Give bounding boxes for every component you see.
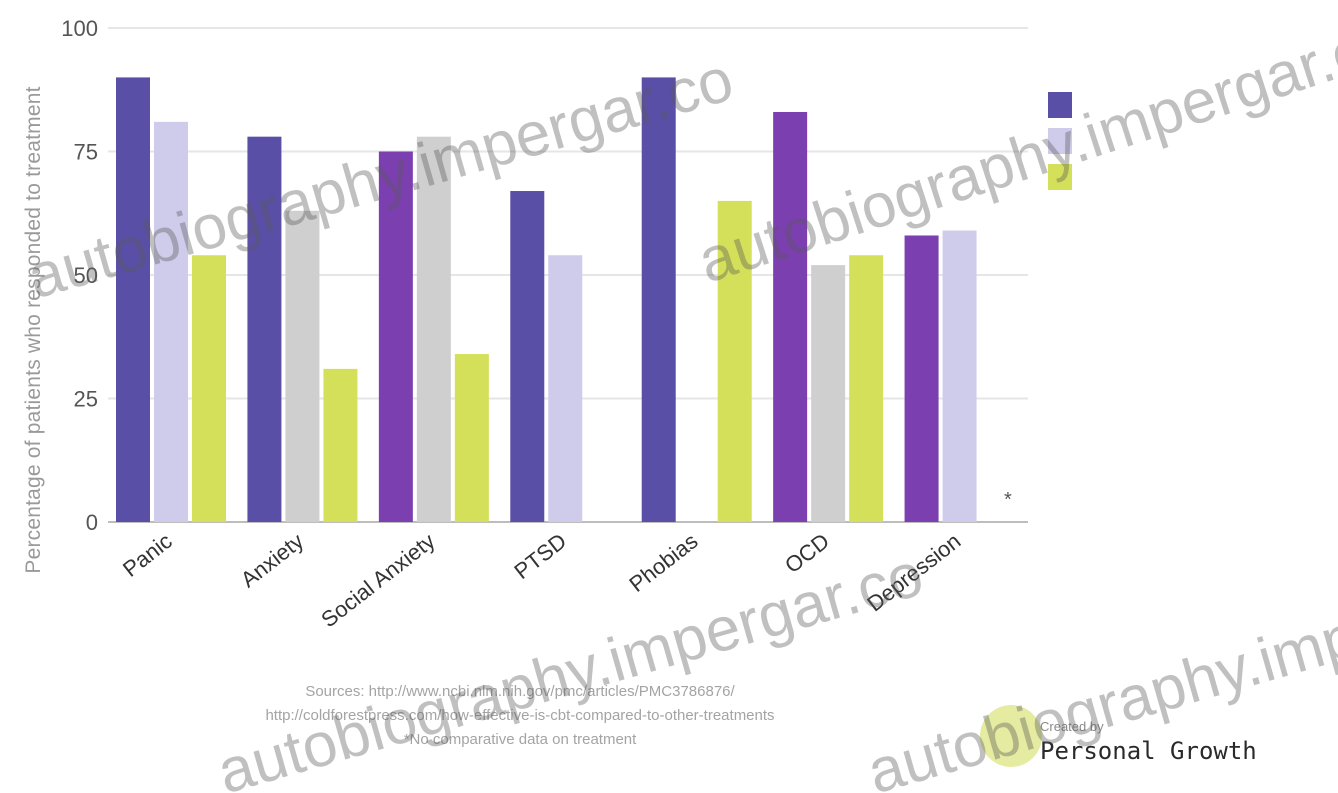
bar-panic-series-1 [116,77,150,523]
bar-anxiety-series-3 [323,368,358,522]
y-tick-labels: 0 25 50 75 100 [61,16,98,535]
x-tick-label: Panic [118,528,177,582]
bar-ptsd-series-1 [510,191,545,522]
bar-social-anxiety-series-2 [416,136,451,522]
brand-logo-icon [980,705,1042,767]
y-tick-label: 50 [74,263,98,288]
x-tick-label: OCD [780,528,834,578]
x-tick-label: Phobias [624,528,702,597]
bar-social-anxiety-series-1 [378,151,413,522]
legend-swatch-purple [1048,128,1072,154]
no-data-note-marker: * [1004,489,1012,511]
bar-panic-series-2 [154,121,188,523]
credit-brand: Personal Growth [1040,737,1257,765]
bar-social-anxiety-series-3 [454,354,489,522]
y-tick-label: 0 [86,510,98,535]
bar-depression-series-2 [942,230,977,523]
legend [1048,92,1072,190]
x-tick-label: Social Anxiety [316,528,439,632]
legend-swatch-dark [1048,92,1072,118]
y-tick-label: 25 [74,387,98,412]
sources-line-1: Sources: http://www.ncbi.nlm.nih.gov/pmc… [305,683,735,700]
bar-panic-series-3 [192,255,226,523]
sources-line-3: *No comparative data on treatment [403,731,637,748]
legend-swatch-yellow [1048,164,1072,190]
x-tick-label: Anxiety [236,528,308,592]
x-tick-labels: Panic Anxiety Social Anxiety PTSD Phobias OCD… [118,528,965,632]
y-tick-label: 75 [74,140,98,165]
sources-block: Sources: http://www.ncbi.nlm.nih.gov/pmc… [140,680,900,752]
y-axis-title: Percentage of patients who responded to … [22,86,45,574]
sources-line-2: http://coldforestpress.com/how-effective… [265,707,775,724]
y-tick-label: 100 [61,16,98,41]
bar-ocd-series-3 [849,255,884,523]
bar-anxiety-series-2 [285,210,320,522]
bar-phobias-series-3 [717,200,752,522]
credit-line: Created by [1040,719,1104,734]
bar-ocd-series-1 [773,111,808,522]
bar-anxiety-series-1 [247,136,282,522]
x-tick-label: PTSD [509,528,571,584]
bars [116,77,977,523]
bar-ocd-series-2 [811,265,846,522]
x-tick-label: Depression [862,528,965,616]
bar-phobias-series-1 [641,77,676,523]
bar-ptsd-series-2 [548,255,583,523]
credit-badge: Created by Personal Growth [980,705,1320,775]
bar-depression-series-1 [904,235,939,523]
